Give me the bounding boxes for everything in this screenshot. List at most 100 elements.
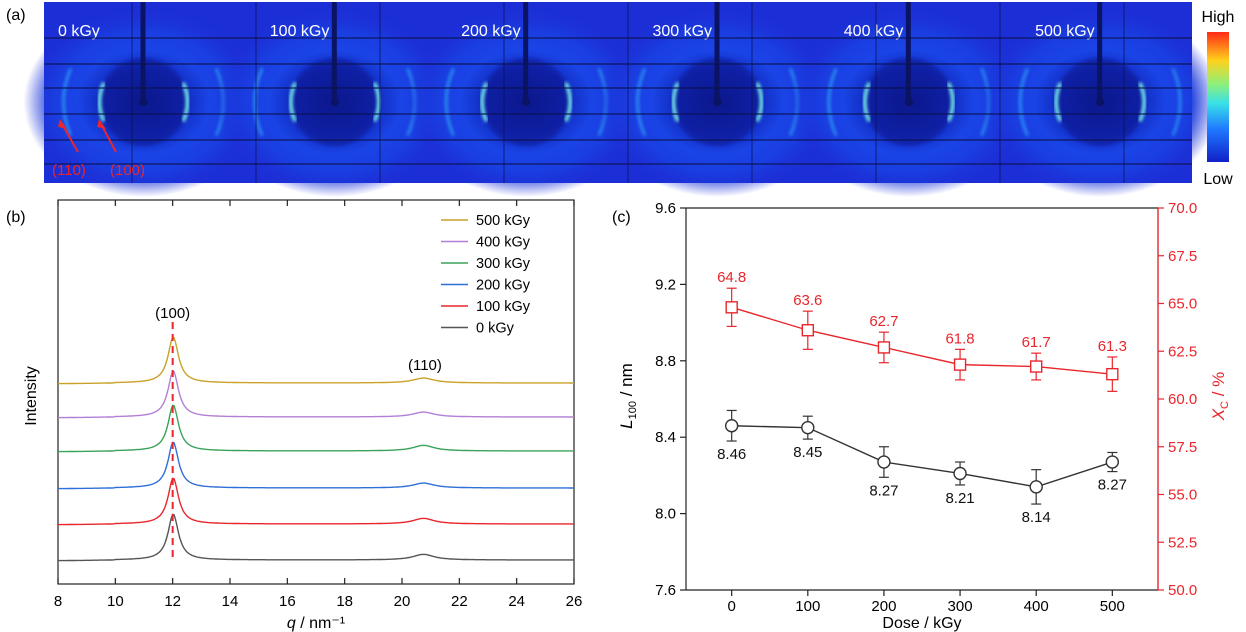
dose-label: 500 kGy: [1035, 23, 1095, 40]
data-label: 61.3: [1098, 338, 1127, 355]
x-tick-label: 400: [1024, 598, 1049, 615]
beamstop-arm: [905, 2, 911, 102]
data-label: 64.8: [717, 269, 746, 286]
data-label: 8.45: [793, 444, 822, 461]
beamstop-arm: [523, 2, 529, 102]
legend-entry: 0 kGy: [476, 321, 515, 337]
dose-label: 400 kGy: [844, 23, 904, 40]
data-point-circle: [1029, 480, 1043, 494]
left-y-tick-label: 8.0: [655, 506, 676, 523]
right-y-tick-label: 65.0: [1168, 296, 1197, 313]
series-line: [57, 404, 574, 453]
x-tick-label: 18: [336, 593, 353, 610]
series-line: [57, 513, 574, 562]
x-tick-label: 10: [107, 593, 124, 610]
data-point-square: [725, 301, 738, 314]
series-line: [731, 306, 1113, 375]
diffraction-arc: [253, 68, 264, 136]
dose-label: 100 kGy: [270, 23, 330, 40]
panel-c-x-axis-label: Dose / kGy: [882, 615, 961, 632]
panel-b-y-axis-label: Intensity: [23, 366, 40, 426]
colorbar: [1207, 32, 1229, 162]
beam-center: [139, 98, 148, 106]
data-point-square: [1106, 367, 1119, 381]
diffraction-arc: [1018, 68, 1029, 136]
right-y-tick-label: 67.5: [1168, 248, 1197, 265]
diffraction-arc: [863, 82, 871, 122]
right-y-tick-label: 50.0: [1168, 582, 1197, 599]
beamstop-arm: [1097, 2, 1103, 102]
xrd-line-chart: 8 10 12 14 16 18 20 22 24 26 (100) (110) 500 kGy 400 …: [54, 199, 583, 610]
data-point-circle: [953, 466, 967, 481]
diffraction-arc: [1138, 82, 1146, 122]
dose-label: 0 kGy: [58, 23, 100, 40]
diffraction-arc: [62, 68, 72, 136]
data-label: 8.46: [717, 446, 746, 463]
panel-c-right-axis-label: XC / %: [1209, 372, 1231, 422]
data-label: 61.8: [945, 330, 974, 347]
dose-label: 200 kGy: [461, 23, 521, 40]
data-label: 62.7: [869, 313, 898, 330]
diffraction-arc: [181, 82, 190, 122]
x-tick-label: 8: [54, 593, 62, 610]
panel-b-label: (b): [6, 209, 26, 226]
data-label: 8.27: [1098, 477, 1127, 494]
beam-center: [713, 98, 722, 106]
left-y-tick-label: 8.8: [655, 353, 676, 370]
series-line: [57, 336, 574, 385]
plot-frame: [57, 199, 575, 585]
diffraction-arc: [755, 82, 764, 122]
dose-label: 300 kGy: [652, 23, 712, 40]
beam-center: [1096, 98, 1105, 106]
annotation-100: (100): [110, 162, 145, 179]
legend-entry: 100 kGy: [476, 299, 531, 315]
right-y-tick-label: 55.0: [1168, 487, 1197, 504]
x-tick-label: 200: [871, 598, 896, 615]
diffraction-arc: [671, 82, 680, 122]
annotation-arrow: [100, 123, 117, 153]
x-tick-label: 0: [728, 598, 736, 615]
data-point-square: [801, 324, 815, 337]
left-y-tick-label: 9.2: [655, 276, 676, 293]
legend-entry: 200 kGy: [476, 278, 531, 294]
diffraction-arc: [480, 82, 488, 122]
series-line: [57, 477, 574, 526]
panel-b: (b) 8 10 12 14 16 18 20 22 24 26 (100) (110) 500 kGy…: [6, 199, 583, 632]
series-line: [57, 370, 574, 419]
data-point-square: [953, 358, 967, 371]
data-point-circle: [801, 420, 815, 435]
left-y-tick-label: 7.6: [655, 582, 676, 599]
arrowhead: [58, 119, 67, 129]
data-point-circle: [1105, 455, 1120, 469]
dose-dual-axis-chart: 0 100 200 300 400 500 7.6 8.0 8.4 8.8 9.2 9.6 50.0 52…: [655, 200, 1197, 615]
x-tick-label: 16: [279, 593, 296, 610]
peak-label-100: (100): [155, 305, 190, 322]
diffraction-arc: [289, 82, 297, 122]
right-y-tick-label: 57.5: [1168, 439, 1197, 456]
x-tick-label: 100: [795, 598, 820, 615]
panel-c: (c) 0 100 200 300 400 500 7.6 8.0 8.4 8.8 9.2 9.6 50…: [612, 200, 1231, 632]
beamstop-arm: [331, 2, 337, 102]
data-label: 8.14: [1022, 509, 1051, 526]
beam-center: [522, 98, 531, 106]
data-point-square: [877, 341, 891, 354]
beamstop-arm: [140, 2, 146, 102]
x-tick-label: 20: [394, 593, 411, 610]
beamstop-arm: [714, 2, 720, 102]
annotation-110: (110): [52, 162, 86, 179]
diffraction-arc: [444, 68, 455, 136]
right-y-tick-label: 60.0: [1168, 391, 1197, 408]
beam-center: [330, 98, 339, 106]
left-y-tick-label: 9.6: [655, 200, 676, 217]
panel-a: (a) 0 kGy 100 kGy 200 kGy 300 kGy 400 kGy 500…: [6, 2, 1234, 197]
left-y-tick-label: 8.4: [655, 429, 676, 446]
peak-label-110: (110): [408, 357, 442, 374]
panel-a-label: (a): [6, 7, 26, 24]
x-tick-label: 26: [566, 593, 583, 610]
x-tick-label: 500: [1100, 598, 1125, 615]
right-y-tick-label: 52.5: [1168, 534, 1197, 551]
panel-b-x-axis-label: q / nm⁻¹: [287, 615, 345, 632]
right-y-tick-label: 62.5: [1168, 343, 1197, 360]
diffraction-arc: [97, 82, 106, 122]
colorbar-low-label: Low: [1203, 171, 1233, 188]
